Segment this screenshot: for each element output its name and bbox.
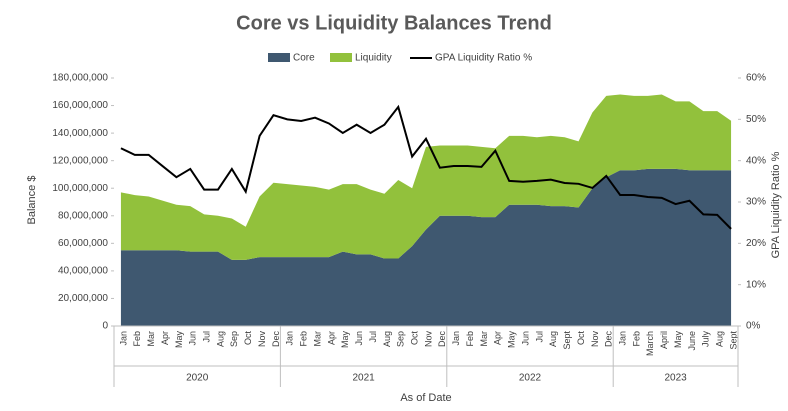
y-tick-label: 120,000,000 xyxy=(52,155,108,166)
x-tick-label: Mar xyxy=(146,331,156,347)
x-tick-label: Feb xyxy=(465,331,475,347)
x-tick-label: May xyxy=(673,331,683,349)
x-tick-label: Nov xyxy=(590,331,600,348)
y-tick-label: 140,000,000 xyxy=(52,128,108,139)
x-tick-label: Oct xyxy=(243,331,253,346)
y2-tick-label: 60% xyxy=(746,73,766,84)
x-tick-label: June xyxy=(687,331,697,351)
y-tick-label: 0 xyxy=(102,321,108,332)
area xyxy=(120,168,732,326)
area xyxy=(120,94,732,260)
group-label: 2022 xyxy=(519,373,542,384)
x-tick-label: Sep xyxy=(396,331,406,347)
x-tick-label: Dec xyxy=(271,331,281,348)
x-tick-label: Mar xyxy=(479,331,489,347)
x-tick-label: Aug xyxy=(548,331,558,347)
x-tick-label: May xyxy=(340,331,350,349)
x-tick-label: Aug xyxy=(215,331,225,347)
y-tick-label: 160,000,000 xyxy=(52,100,108,111)
x-tick-label: Oct xyxy=(576,331,586,346)
group-label: 2023 xyxy=(664,373,687,384)
y-tick-label: 180,000,000 xyxy=(52,73,108,84)
x-tick-label: Jun xyxy=(520,331,530,346)
x-tick-label: May xyxy=(174,331,184,349)
x-tick-label: Dec xyxy=(437,331,447,348)
y2-axis-title: GPA Liquidity Ratio % xyxy=(770,151,782,258)
chart-title: Core vs Liquidity Balances Trend xyxy=(236,12,552,34)
legend-label: Liquidity xyxy=(355,53,392,64)
x-tick-label: Apr xyxy=(160,331,170,345)
legend-swatch xyxy=(268,53,290,62)
x-tick-label: Feb xyxy=(299,331,309,347)
x-tick-label: July xyxy=(701,331,711,348)
y-axis-title: Balance $ xyxy=(26,176,38,225)
x-tick-label: Dec xyxy=(604,331,614,348)
x-tick-label: Feb xyxy=(631,331,641,347)
x-tick-label: Jul xyxy=(368,331,378,343)
x-tick-label: Apr xyxy=(326,331,336,345)
group-label: 2020 xyxy=(186,373,209,384)
y2-tick-label: 50% xyxy=(746,114,766,125)
y2-tick-label: 40% xyxy=(746,155,766,166)
x-tick-label: Sep xyxy=(229,331,239,347)
x-tick-label: Jan xyxy=(118,331,128,346)
legend-label: GPA Liquidity Ratio % xyxy=(435,53,532,64)
y2-tick-label: 0% xyxy=(746,321,761,332)
x-tick-label: Aug xyxy=(382,331,392,347)
y-tick-label: 80,000,000 xyxy=(58,210,108,221)
x-axis-title: As of Date xyxy=(400,392,451,404)
x-tick-label: Apr xyxy=(493,331,503,345)
x-tick-label: Jan xyxy=(618,331,628,346)
y-tick-label: 100,000,000 xyxy=(52,183,108,194)
y-tick-label: 60,000,000 xyxy=(58,238,108,249)
x-tick-label: March xyxy=(645,331,655,356)
x-tick-label: Sept xyxy=(728,331,738,350)
x-tick-label: Jul xyxy=(202,331,212,343)
y2-tick-label: 30% xyxy=(746,197,766,208)
x-tick-label: Aug xyxy=(715,331,725,347)
x-tick-label: Feb xyxy=(132,331,142,347)
x-tick-label: Sept xyxy=(562,331,572,350)
y2-tick-label: 20% xyxy=(746,238,766,249)
y-tick-label: 20,000,000 xyxy=(58,293,108,304)
y-tick-label: 40,000,000 xyxy=(58,266,108,277)
x-tick-label: Jan xyxy=(285,331,295,346)
x-tick-label: Nov xyxy=(257,331,267,348)
ratio-line xyxy=(120,104,732,230)
x-tick-label: May xyxy=(507,331,517,349)
x-tick-label: Nov xyxy=(423,331,433,348)
legend-label: Core xyxy=(293,53,315,64)
x-tick-label: Jul xyxy=(534,331,544,343)
x-tick-label: Jun xyxy=(354,331,364,346)
group-label: 2021 xyxy=(352,373,375,384)
x-tick-label: Oct xyxy=(410,331,420,346)
y2-tick-label: 10% xyxy=(746,279,766,290)
x-tick-label: Jun xyxy=(188,331,198,346)
x-tick-label: Jan xyxy=(451,331,461,346)
x-tick-label: April xyxy=(659,331,669,349)
x-tick-label: Mar xyxy=(312,331,322,347)
legend-swatch xyxy=(330,53,352,62)
